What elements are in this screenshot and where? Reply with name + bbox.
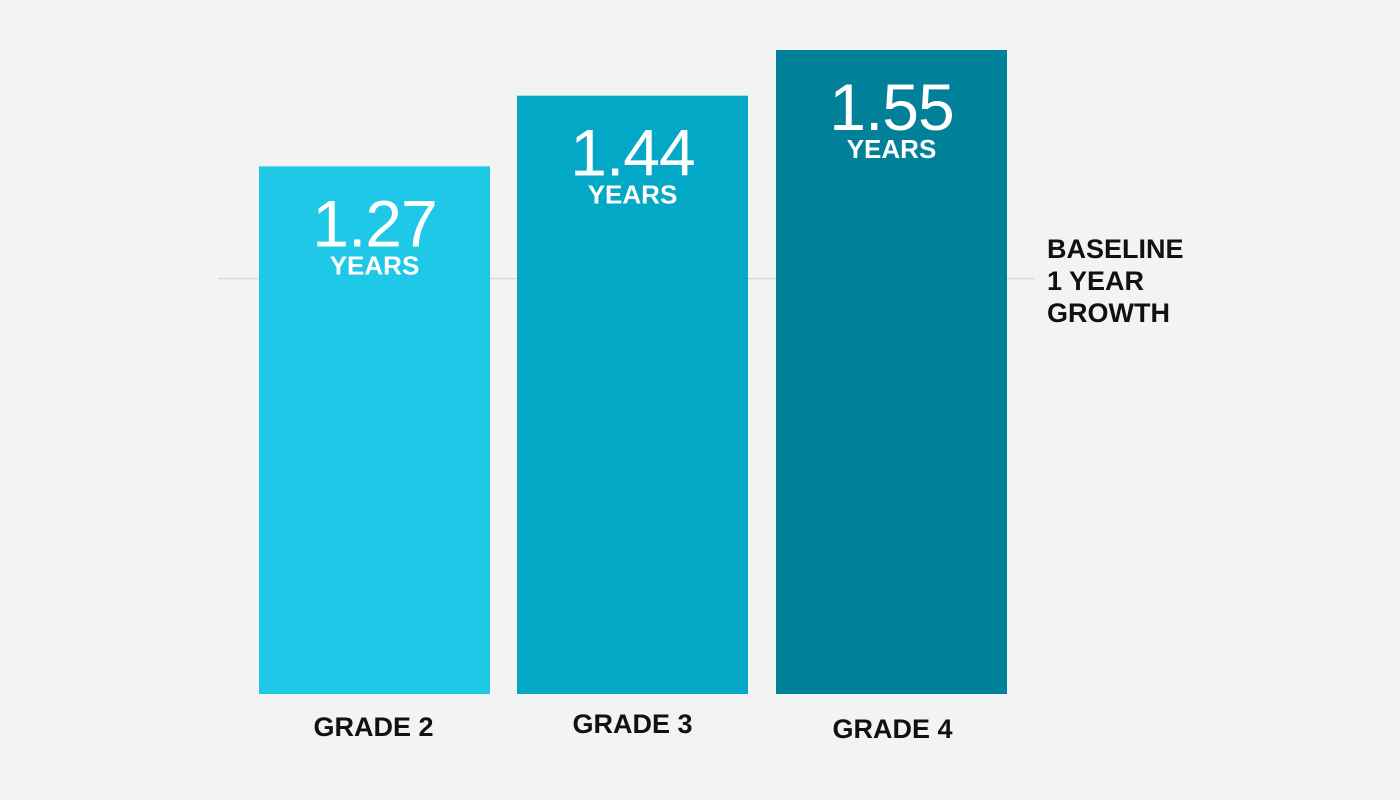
category-label: GRADE 2 bbox=[313, 712, 433, 742]
bar-unit-label: YEARS bbox=[330, 250, 420, 280]
bar-value-label: 1.27 bbox=[312, 186, 436, 260]
bar-value-label: 1.55 bbox=[829, 70, 953, 144]
baseline-label-line: 1 YEAR bbox=[1047, 266, 1144, 296]
category-label: GRADE 4 bbox=[832, 714, 952, 744]
baseline-label-line: BASELINE bbox=[1047, 234, 1184, 264]
bar-unit-label: YEARS bbox=[847, 134, 937, 164]
baseline-label-line: GROWTH bbox=[1047, 298, 1170, 328]
bar-grade-2 bbox=[259, 166, 490, 695]
bar-grade-3 bbox=[517, 95, 748, 694]
bars-group bbox=[259, 50, 1007, 695]
category-label: GRADE 3 bbox=[572, 709, 692, 739]
bar-value-label: 1.44 bbox=[570, 116, 694, 190]
bar-grade-4 bbox=[776, 50, 1007, 694]
bar-unit-label: YEARS bbox=[588, 180, 678, 210]
baseline-label: BASELINE 1 YEAR GROWTH bbox=[1047, 234, 1184, 328]
